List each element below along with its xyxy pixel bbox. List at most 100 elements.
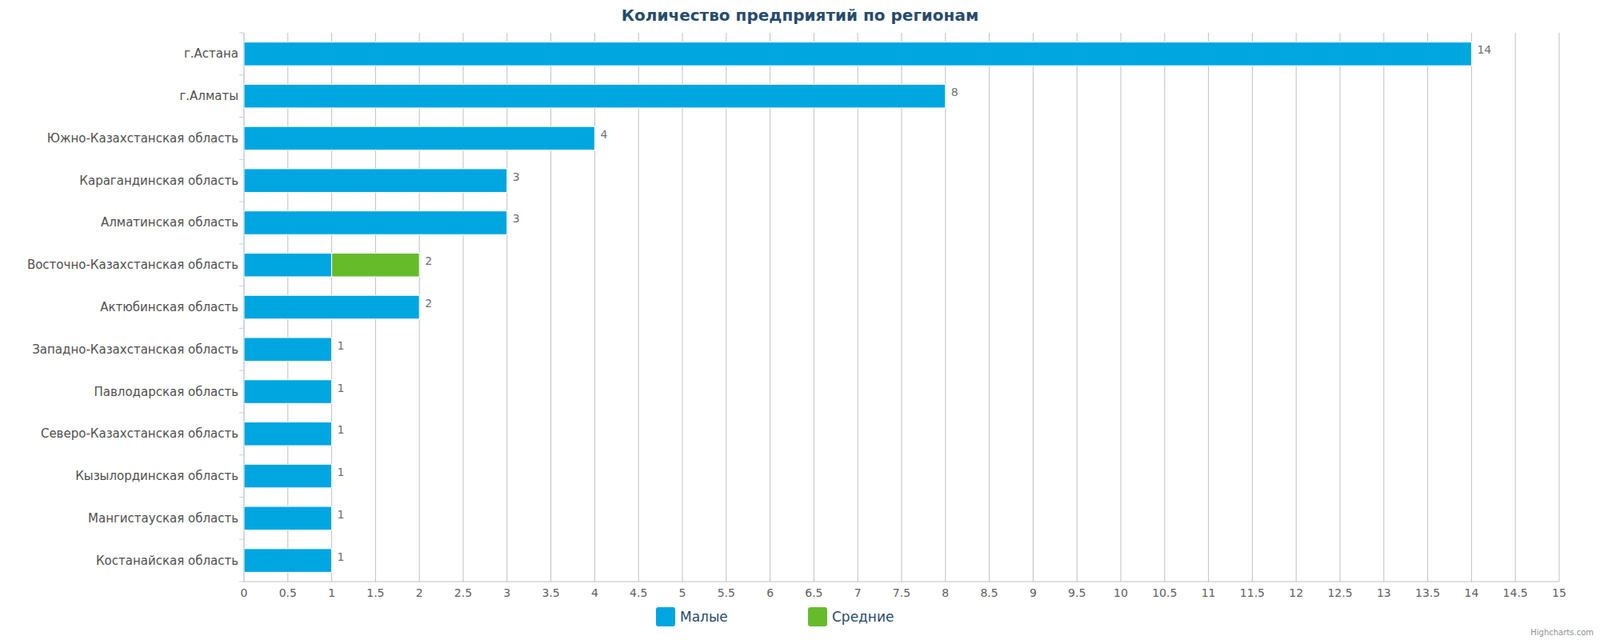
total-label: 8 bbox=[951, 85, 959, 99]
category-tick bbox=[239, 116, 244, 118]
x-tick-label: 5.5 bbox=[717, 586, 736, 600]
x-tick-label: 14.5 bbox=[1503, 586, 1528, 600]
grid-line bbox=[550, 32, 552, 582]
category-tick bbox=[239, 201, 244, 203]
grid-line bbox=[1164, 32, 1165, 582]
grid-line bbox=[769, 32, 771, 582]
grid-line bbox=[1076, 32, 1078, 582]
grid-line bbox=[725, 32, 727, 582]
grid-line bbox=[1427, 32, 1428, 582]
category-tick bbox=[239, 32, 244, 34]
category-tick bbox=[239, 454, 244, 456]
x-tick-label: 10.5 bbox=[1152, 586, 1177, 600]
x-tick-label: 7 bbox=[854, 586, 862, 600]
category-tick bbox=[239, 159, 244, 160]
bar bbox=[244, 548, 332, 573]
legend-swatch bbox=[808, 607, 828, 627]
grid-line bbox=[1120, 32, 1122, 582]
category-label: Восточно-Казахстанская область bbox=[27, 257, 239, 272]
grid-line bbox=[857, 32, 859, 582]
x-tick-label: 6 bbox=[766, 586, 774, 600]
x-tick-label: 13.5 bbox=[1415, 586, 1440, 600]
chart-svg: Количество предприятий по регионам00.511… bbox=[0, 0, 1600, 640]
bar bbox=[244, 295, 420, 320]
category-label: г.Астана bbox=[184, 46, 239, 61]
grid-line bbox=[988, 32, 990, 582]
x-tick-label: 11.5 bbox=[1240, 586, 1265, 600]
category-label: Южно-Казахстанская область bbox=[47, 131, 239, 146]
legend-label: Малые bbox=[680, 608, 728, 625]
category-label: Западно-Казахстанская область bbox=[32, 342, 239, 357]
grid-line bbox=[813, 32, 815, 582]
x-tick-label: 13 bbox=[1376, 586, 1392, 600]
x-axis-line bbox=[244, 581, 1560, 583]
x-tick-label: 3 bbox=[503, 586, 511, 600]
x-tick-label: 15 bbox=[1552, 586, 1567, 600]
total-label: 3 bbox=[512, 212, 520, 225]
x-tick-label: 1.5 bbox=[366, 586, 384, 600]
bar bbox=[244, 42, 1472, 67]
bar bbox=[244, 211, 508, 236]
x-tick-label: 0.5 bbox=[279, 586, 297, 600]
x-tick-label: 11 bbox=[1201, 586, 1216, 600]
grid-line bbox=[1252, 32, 1253, 582]
bar bbox=[244, 168, 508, 193]
category-tick bbox=[239, 328, 244, 329]
category-label: Алматинская область bbox=[100, 215, 239, 230]
x-tick-label: 5 bbox=[679, 586, 687, 600]
x-tick-label: 14 bbox=[1464, 586, 1479, 600]
category-label: Северо-Казахстанская область bbox=[40, 426, 239, 441]
category-label: Кызылординская область bbox=[75, 468, 239, 484]
grid-line bbox=[463, 32, 464, 582]
x-tick-label: 8 bbox=[941, 586, 949, 600]
total-label: 2 bbox=[424, 254, 432, 268]
bar bbox=[244, 252, 332, 277]
category-tick bbox=[239, 496, 244, 498]
grid-line bbox=[682, 32, 684, 582]
legend: Малые Средние bbox=[656, 607, 895, 627]
x-tick-label: 3.5 bbox=[541, 586, 560, 600]
category-tick bbox=[239, 370, 244, 372]
bar bbox=[332, 252, 420, 277]
x-tick-label: 12 bbox=[1288, 586, 1304, 600]
grid bbox=[244, 32, 1560, 582]
category-label: г.Алматы bbox=[179, 88, 239, 104]
x-tick-label: 10 bbox=[1113, 586, 1128, 600]
total-label: 1 bbox=[337, 339, 345, 352]
chart-container: Количество предприятий по регионам00.511… bbox=[0, 0, 1600, 640]
category-label: Мангистауская область bbox=[88, 511, 239, 526]
bar bbox=[244, 506, 332, 531]
grid-line bbox=[1208, 32, 1209, 582]
x-tick-label: 0 bbox=[240, 586, 248, 600]
bar bbox=[244, 380, 332, 404]
credits: Highcharts.com bbox=[1530, 628, 1594, 637]
grid-line bbox=[944, 32, 946, 582]
grid-line bbox=[1032, 32, 1034, 582]
total-label: 1 bbox=[337, 381, 345, 395]
category-label: Костанайская область bbox=[96, 553, 239, 568]
total-label: 2 bbox=[424, 296, 432, 310]
total-label: 14 bbox=[1476, 43, 1492, 56]
title: Количество предприятий по регионам bbox=[621, 5, 980, 25]
x-tick-label: 1 bbox=[328, 586, 336, 600]
legend-label: Средние bbox=[832, 608, 895, 625]
bar bbox=[244, 422, 332, 447]
grid-line bbox=[638, 32, 640, 582]
grid-line bbox=[1471, 32, 1472, 582]
x-tick-label: 4 bbox=[591, 586, 599, 600]
category-tick bbox=[239, 243, 244, 244]
total-label: 1 bbox=[337, 508, 345, 521]
x-tick-label: 2.5 bbox=[454, 586, 472, 600]
x-tick-label: 9.5 bbox=[1068, 586, 1086, 600]
total-label: 1 bbox=[337, 465, 345, 479]
total-label: 1 bbox=[337, 423, 345, 436]
grid-line bbox=[594, 32, 596, 582]
grid-line bbox=[1296, 32, 1297, 582]
category-tick bbox=[239, 412, 244, 413]
category-label: Карагандинская область bbox=[79, 173, 239, 188]
bars bbox=[244, 42, 1472, 573]
category-label: Павлодарская область bbox=[94, 384, 239, 400]
grid-line bbox=[1515, 32, 1516, 582]
grid-line bbox=[1340, 32, 1341, 582]
category-tick bbox=[239, 581, 244, 583]
